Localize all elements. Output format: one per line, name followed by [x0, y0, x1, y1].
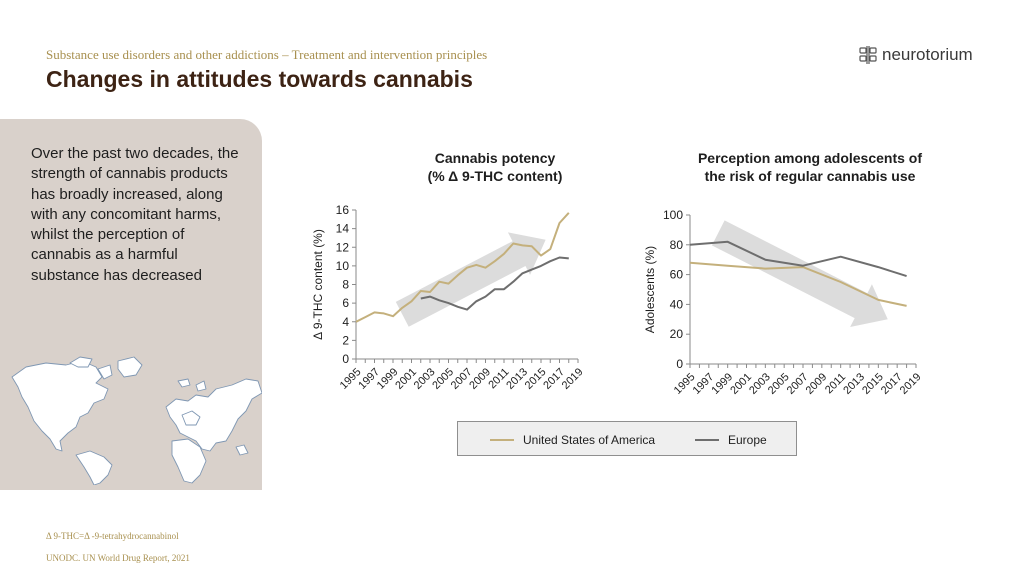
slide-subtitle: Substance use disorders and other addict…: [46, 47, 488, 62]
perception-y-tick-label: 80: [670, 238, 684, 252]
legend-swatch-europe: [695, 439, 719, 441]
potency-trend-arrow: [395, 232, 546, 327]
legend-item-europe: Europe: [695, 433, 767, 447]
legend-item-usa: United States of America: [490, 433, 655, 447]
potency-y-tick-label: 8: [342, 278, 349, 292]
perception-y-axis-label: Adolescents (%): [643, 246, 657, 333]
chart-legend: United States of America Europe: [457, 421, 797, 456]
potency-line-europe: [420, 256, 569, 311]
side-text: Over the past two decades, the strength …: [31, 145, 239, 284]
perception-chart-title: Perception among adolescents of the risk…: [675, 149, 945, 185]
legend-label-usa: United States of America: [523, 433, 656, 447]
potency-line-usa: [355, 212, 570, 323]
potency-y-tick-label: 14: [336, 222, 350, 236]
perception-y-tick-label: 0: [676, 357, 683, 371]
brain-icon: [859, 46, 877, 64]
potency-y-tick-label: 10: [336, 259, 350, 273]
perception-chart: 0204060801001995199719992001200320052007…: [643, 208, 924, 397]
perception-y-tick-label: 100: [663, 208, 683, 222]
potency-y-axis-label: Δ 9-THC content (%): [311, 229, 325, 340]
potency-y-tick-label: 2: [342, 333, 349, 347]
perception-chart-title-line2: the risk of regular cannabis use: [704, 168, 916, 184]
perception-line-europe: [689, 240, 907, 278]
perception-line-usa: [689, 261, 907, 307]
legend-swatch-usa: [490, 439, 514, 441]
potency-y-tick-label: 0: [342, 352, 349, 366]
logo-text: neurotorium: [882, 45, 973, 64]
perception-x-tick-label: 2019: [898, 371, 924, 397]
brand-logo: neurotorium: [858, 44, 973, 66]
slide-title: Changes in attitudes towards cannabis: [46, 66, 473, 92]
potency-x-tick-label: 2019: [560, 366, 586, 392]
potency-chart-title-line2: (% Δ 9-THC content): [427, 168, 563, 184]
potency-y-tick-label: 4: [342, 315, 349, 329]
footnote-abbreviation: Δ 9-THC=Δ -9-tetrahydrocannabinol: [46, 531, 179, 541]
perception-y-tick-label: 60: [670, 268, 684, 282]
footnote-source: UNODC. UN World Drug Report, 2021: [46, 553, 190, 563]
potency-chart-title: Cannabis potency (% Δ 9-THC content): [370, 149, 620, 185]
potency-y-tick-label: 16: [336, 203, 350, 217]
potency-chart: 0246810121416199519971999200120032005200…: [311, 203, 586, 392]
potency-chart-title-line1: Cannabis potency: [434, 150, 556, 166]
perception-y-tick-label: 40: [670, 297, 684, 311]
potency-y-tick-label: 12: [336, 240, 350, 254]
perception-y-tick-label: 20: [670, 327, 684, 341]
potency-y-tick-label: 6: [342, 296, 349, 310]
legend-label-europe: Europe: [728, 433, 767, 447]
perception-trend-arrow: [711, 220, 888, 328]
perception-chart-title-line1: Perception among adolescents of: [697, 150, 923, 166]
world-map-icon: [11, 356, 262, 485]
